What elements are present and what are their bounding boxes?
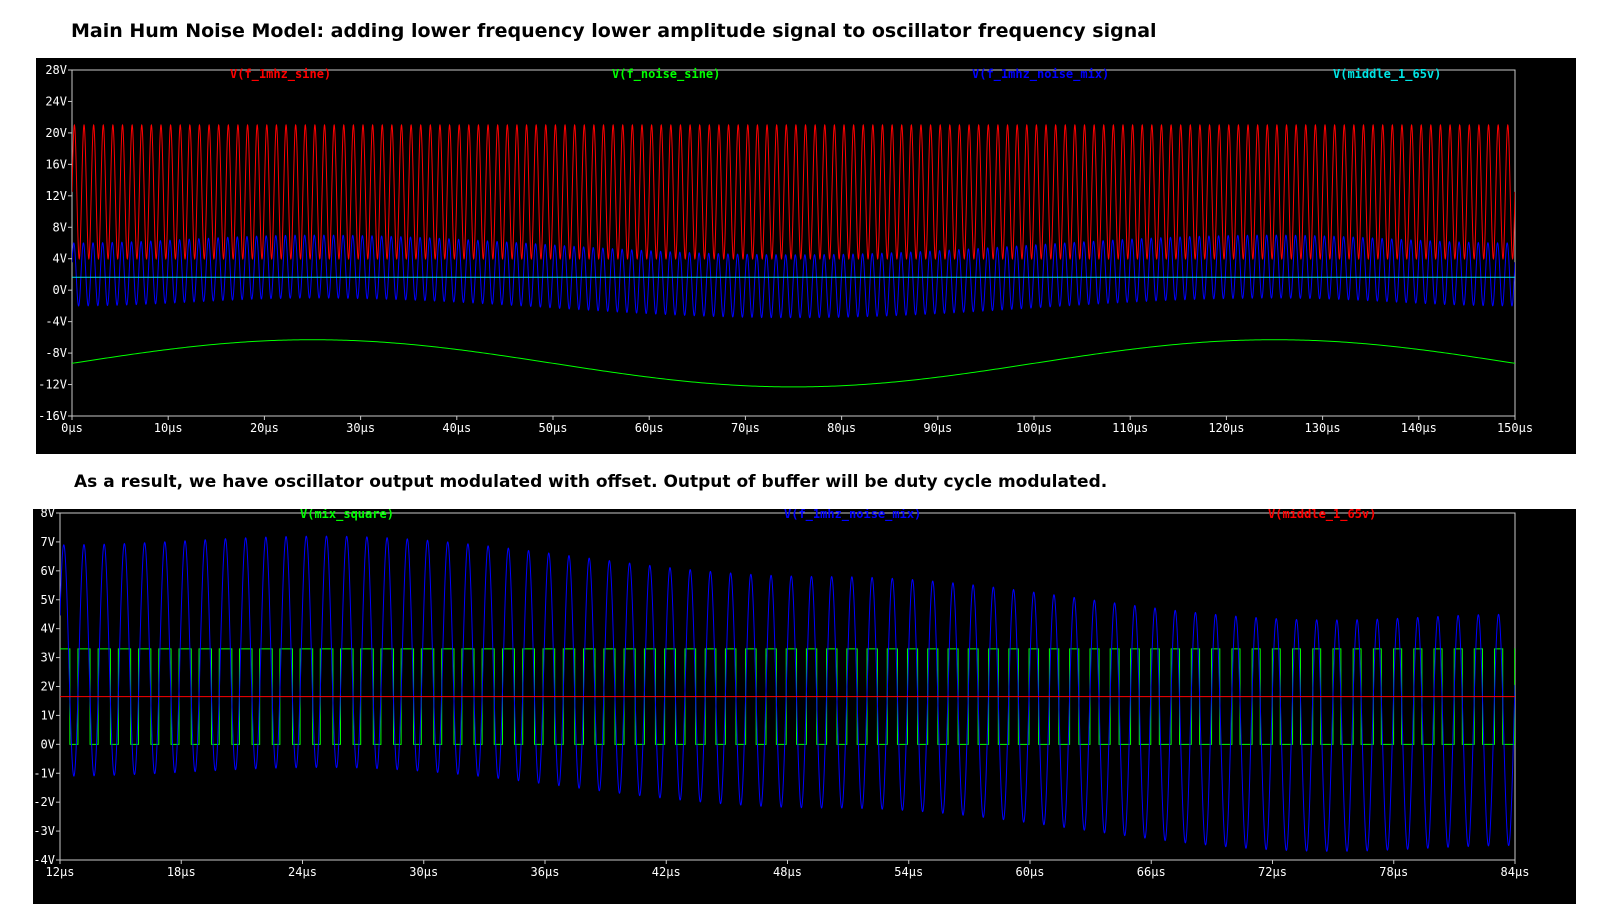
top-x-tick-label: 30µs (346, 421, 375, 435)
top-x-tick-label: 50µs (539, 421, 568, 435)
bottom-legend-entry: V(f_1mhz_noise_mix) (784, 509, 921, 522)
top-y-tick-label: -12V (38, 378, 67, 392)
top-x-tick-label: 150µs (1497, 421, 1533, 435)
bottom-y-tick-label: 0V (41, 737, 55, 751)
bottom-x-tick-label: 60µs (1016, 865, 1045, 879)
top-plot-frame (71, 69, 1516, 417)
top-x-tick-label: 0µs (61, 421, 83, 435)
top-y-tick-label: 20V (45, 126, 67, 140)
top-y-tick-label: 28V (45, 63, 67, 77)
top-y-tick-label: 8V (53, 220, 67, 234)
bottom-y-tick-label: -3V (33, 824, 55, 838)
top-y-tick-label: 0V (53, 283, 67, 297)
top-x-tick-label: 20µs (250, 421, 279, 435)
bottom-x-tick-label: 84µs (1501, 865, 1530, 879)
top-x-tick-label: 130µs (1305, 421, 1341, 435)
bottom-y-tick-label: -1V (33, 766, 55, 780)
top-legend-entry: V(middle_1_65v) (1333, 67, 1441, 82)
bottom-legend-entry: V(middle_1_65v) (1268, 509, 1376, 522)
bottom-series-v-f-1mhz-noise-mix (60, 535, 1515, 852)
bottom-x-tick-label: 42µs (652, 865, 681, 879)
bottom-y-tick-label: 4V (41, 622, 55, 636)
bottom-y-tick-label: 5V (41, 593, 55, 607)
bottom-plot-frame (59, 512, 1516, 861)
bottom-x-tick-label: 54µs (894, 865, 923, 879)
top-x-tick-label: 10µs (154, 421, 183, 435)
top-x-tick-label: 90µs (923, 421, 952, 435)
bottom-legend-entry: V(mix_square) (300, 509, 394, 522)
bottom-x-tick-label: 72µs (1258, 865, 1287, 879)
bottom-x-tick-label: 36µs (531, 865, 560, 879)
top-x-tick-label: 120µs (1208, 421, 1244, 435)
bottom-y-tick-label: 3V (41, 651, 55, 665)
bottom-x-tick-label: 48µs (773, 865, 802, 879)
top-y-tick-label: -16V (38, 409, 67, 423)
bottom-x-tick-label: 18µs (167, 865, 196, 879)
bottom-y-tick-label: 2V (41, 680, 55, 694)
top-x-tick-label: 70µs (731, 421, 760, 435)
top-series-v-f-noise-sine (72, 339, 1515, 388)
top-y-tick-label: 24V (45, 94, 67, 108)
bottom-y-tick-label: 6V (41, 564, 55, 578)
top-x-tick-label: 110µs (1112, 421, 1148, 435)
top-x-tick-label: 140µs (1401, 421, 1437, 435)
bottom-y-tick-label: -2V (33, 795, 55, 809)
bottom-y-tick-label: 8V (41, 509, 55, 520)
bottom-chart-caption: As a result, we have oscillator output m… (74, 472, 1108, 492)
top-x-tick-label: 80µs (827, 421, 856, 435)
top-y-tick-label: 4V (53, 252, 67, 266)
bottom-x-tick-label: 30µs (409, 865, 438, 879)
bottom-waveform-plot: 8V 7V 6V 5V 4V 3V 2V 1V 0V -1V -2V -3V -4V 12µs 18µs 24… (33, 509, 1576, 904)
top-x-tick-label: 60µs (635, 421, 664, 435)
bottom-y-tick-label: -4V (33, 853, 55, 867)
top-legend-entry: V(f_1mhz_sine) (230, 67, 331, 82)
top-x-tick-label: 100µs (1016, 421, 1052, 435)
bottom-x-tick-label: 12µs (46, 865, 75, 879)
top-legend-entry: V(f_noise_sine) (612, 67, 720, 82)
top-series-v-f-1mhz-sine (72, 123, 1515, 260)
top-chart-caption: Main Hum Noise Model: adding lower frequ… (71, 20, 1157, 42)
bottom-y-tick-label: 1V (41, 708, 55, 722)
bottom-x-tick-label: 66µs (1137, 865, 1166, 879)
bottom-y-tick-label: 7V (41, 535, 55, 549)
top-legend-entry: V(f_1mhz_noise_mix) (972, 67, 1109, 82)
top-series-v-f-1mhz-noise-mix (72, 234, 1515, 319)
bottom-x-tick-label: 24µs (288, 865, 317, 879)
top-y-tick-label: -8V (45, 346, 67, 360)
top-y-tick-label: -4V (45, 315, 67, 329)
top-y-tick-label: 12V (45, 189, 67, 203)
top-waveform-plot: 28V 24V 20V 16V 12V 8V 4V 0V -4V -8V -12V -16V 0µs 10… (36, 58, 1576, 454)
top-x-tick-label: 40µs (442, 421, 471, 435)
bottom-x-tick-label: 78µs (1379, 865, 1408, 879)
top-y-tick-label: 16V (45, 157, 67, 171)
